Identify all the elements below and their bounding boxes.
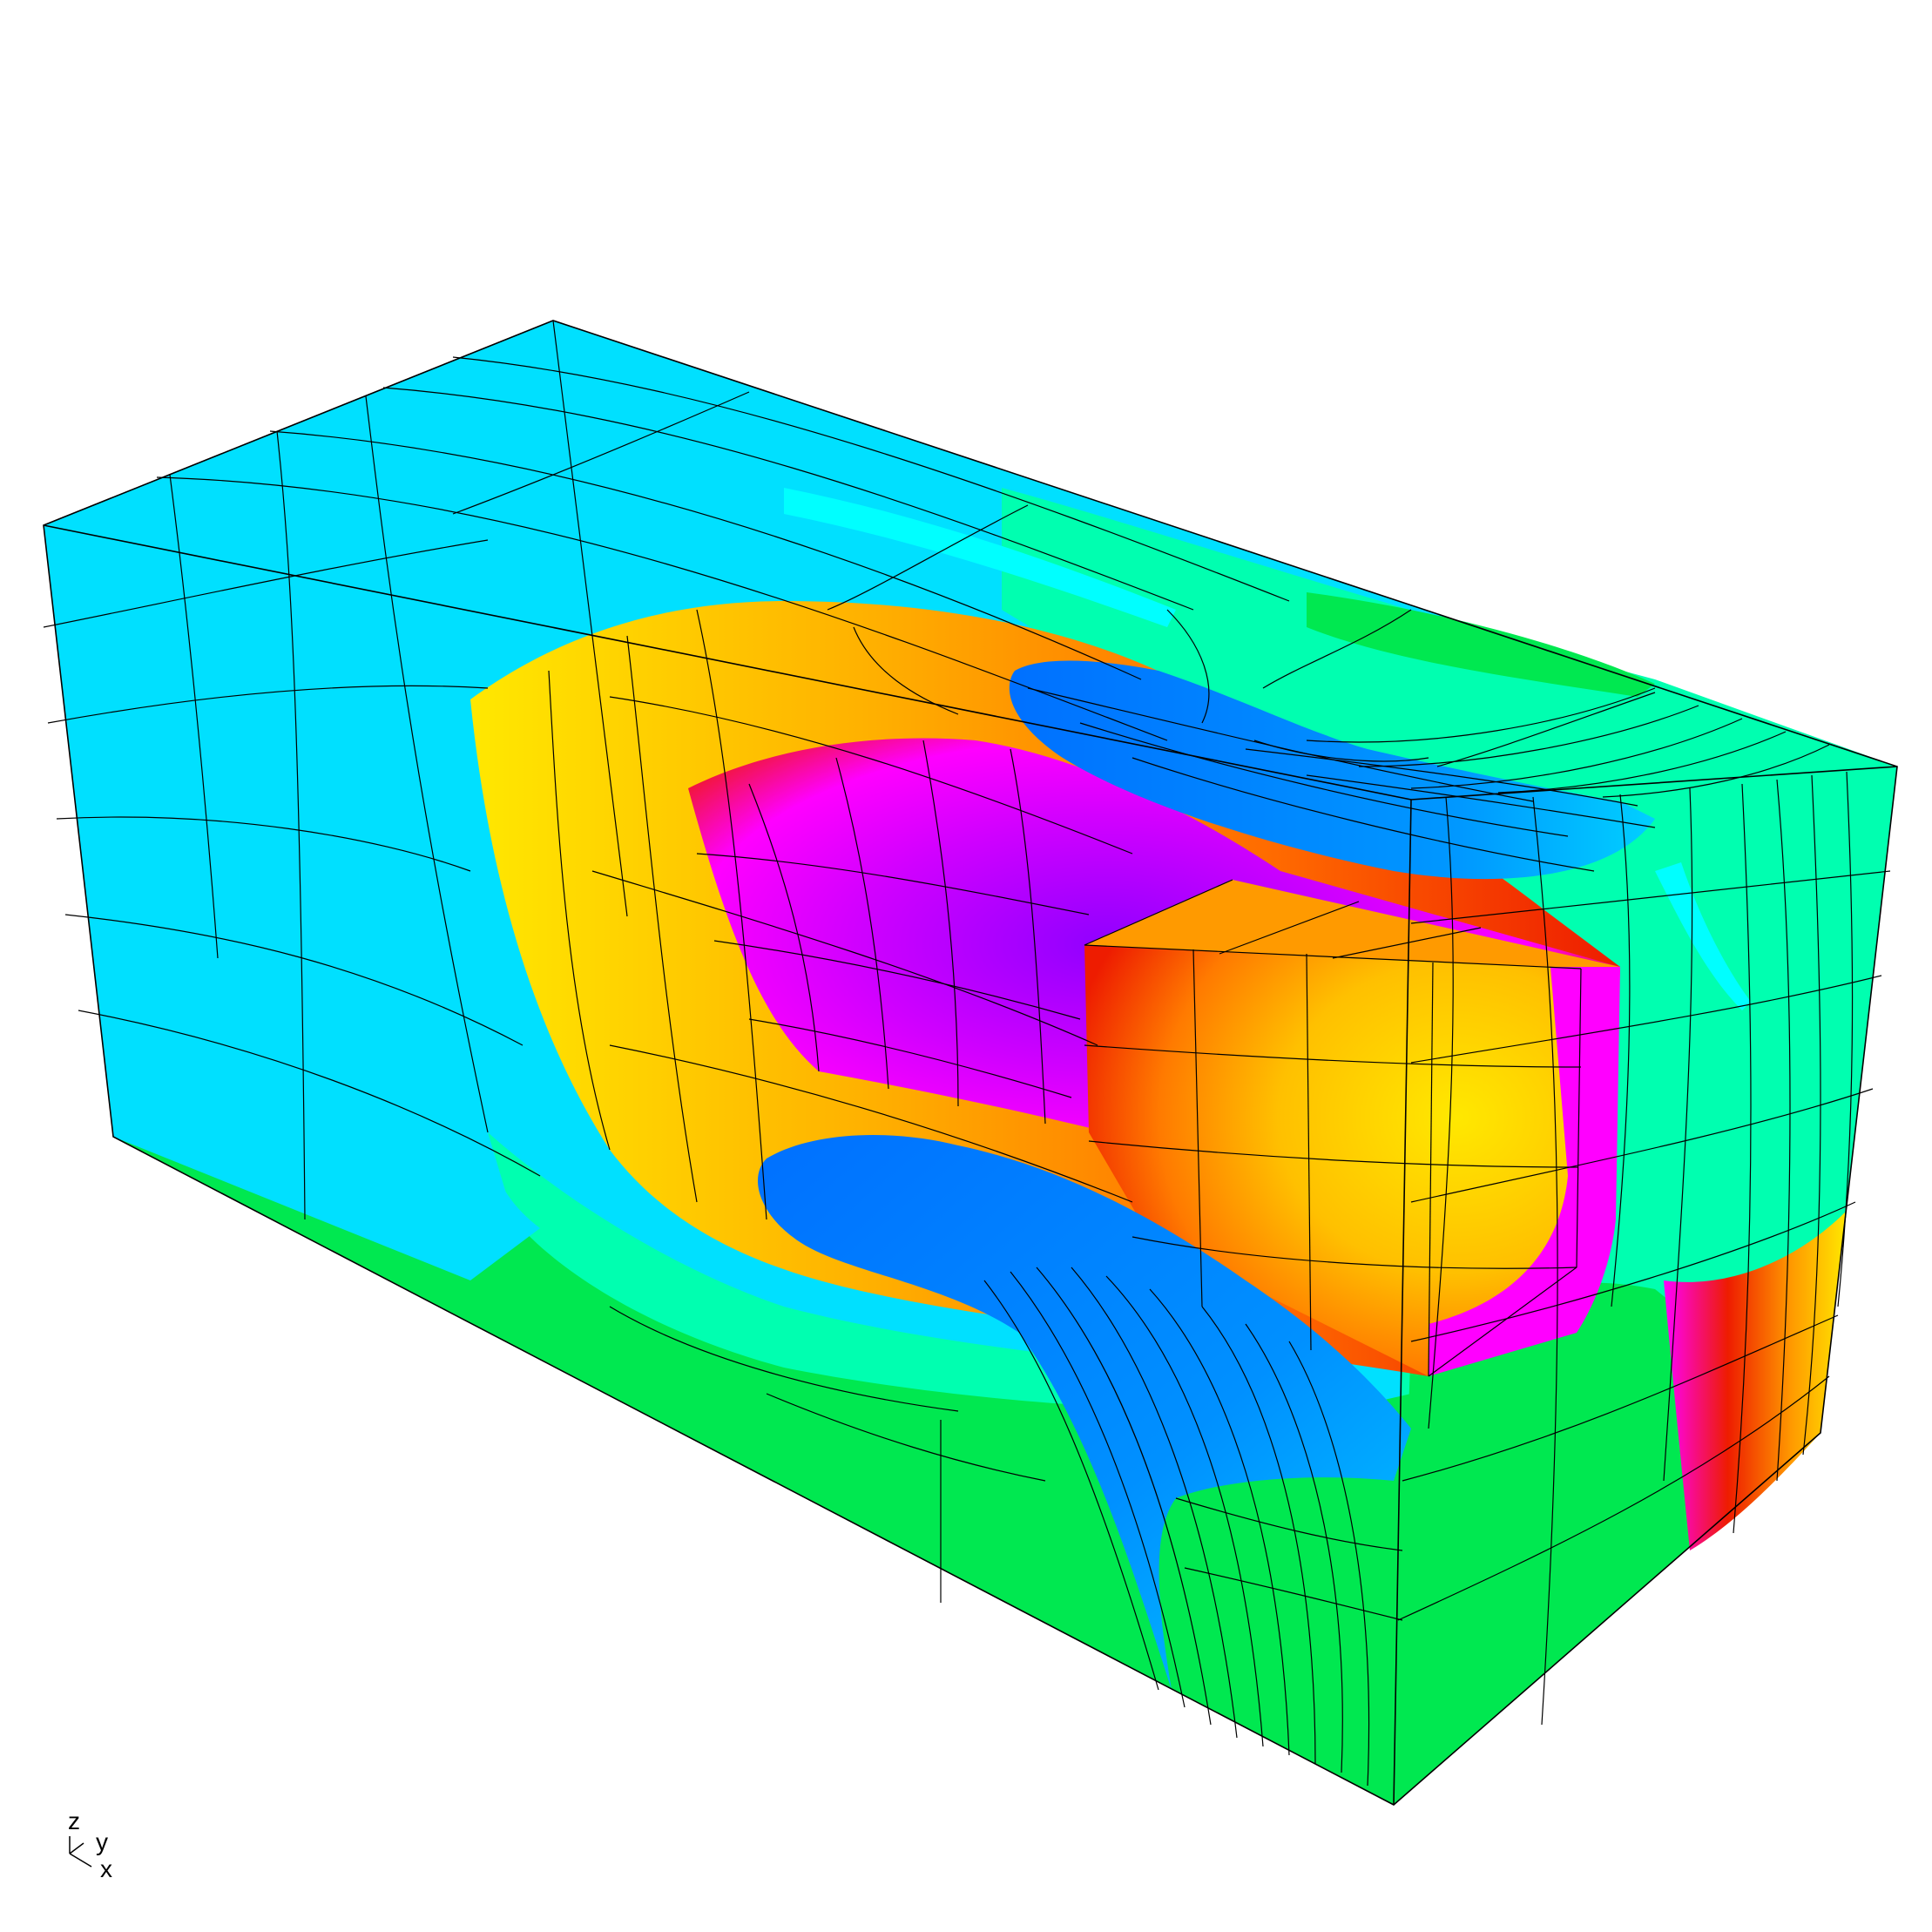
magenta-edge-band xyxy=(1429,967,1620,1376)
triad-x-label: x xyxy=(100,1855,112,1882)
inner-block-top xyxy=(1084,880,1620,969)
triad-y-axis xyxy=(69,1842,84,1854)
top-green-dark xyxy=(1307,592,1655,697)
right-cyan-streak xyxy=(1655,862,1751,1010)
triad-z-label: z xyxy=(68,1807,80,1834)
box-edges xyxy=(43,320,1898,1806)
axis-triad: z y x xyxy=(68,1807,112,1882)
contour-fill xyxy=(113,488,1897,1805)
front-cyan-edge xyxy=(113,1028,540,1280)
triad-x-axis xyxy=(69,1853,92,1868)
top-cyan-streak xyxy=(784,488,1176,627)
mesh-lines xyxy=(43,320,1891,1787)
front-green-band xyxy=(113,1137,1411,1805)
blue-lobe-bottom xyxy=(758,1135,1411,1690)
triad-y-label: y xyxy=(96,1828,108,1855)
right-hot-stripe xyxy=(1664,1211,1847,1550)
